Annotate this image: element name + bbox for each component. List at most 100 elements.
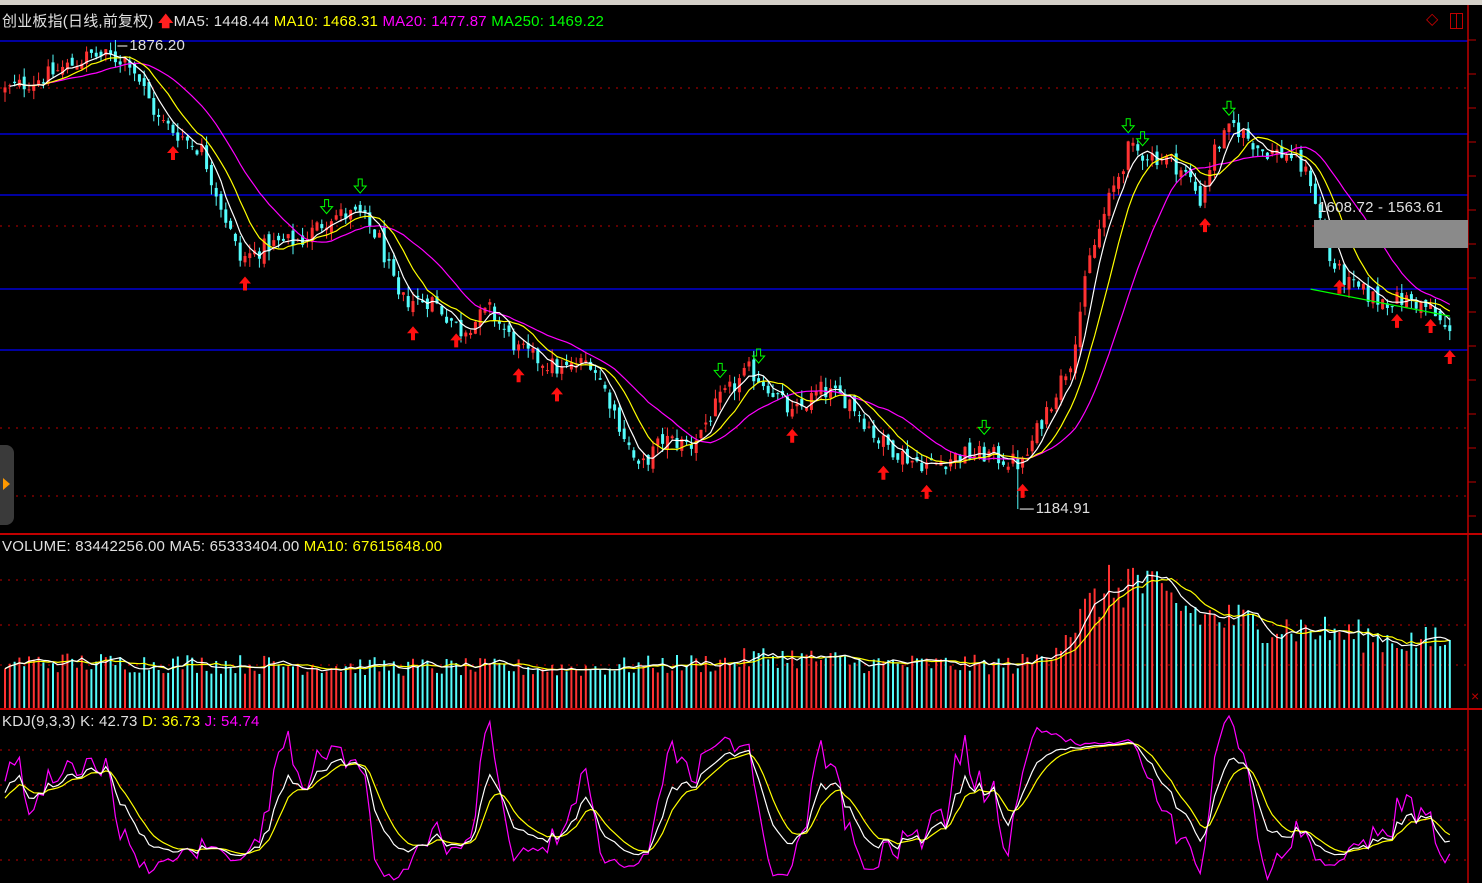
candle-body [747, 361, 751, 367]
candle-body [1285, 155, 1289, 161]
kdj-d-line [4, 742, 1451, 855]
candle-body [886, 434, 890, 445]
candle-body [1126, 141, 1130, 170]
candle-body [209, 164, 213, 186]
candle-body [315, 222, 319, 231]
candle-body [819, 381, 823, 395]
kdj-name: KDJ(9,3,3) [2, 713, 76, 730]
candle-body [1304, 166, 1308, 172]
candle-body [637, 460, 641, 464]
candle-body [51, 62, 55, 75]
candle-body [704, 422, 708, 425]
candle-body [229, 220, 233, 229]
candle-body [1064, 376, 1068, 381]
candle-body [925, 462, 929, 469]
candle-body [238, 242, 242, 261]
candle-body [1189, 169, 1193, 178]
candle-body [670, 436, 674, 439]
candle-body [1165, 155, 1169, 165]
sell-arrow-icon [751, 348, 766, 364]
candle-body [1006, 466, 1010, 470]
candle-body [632, 450, 636, 458]
volume-header: VOLUME: 83442256.00 MA5: 65333404.00 MA1… [2, 538, 442, 555]
candle-body [94, 52, 98, 57]
candle-body [814, 391, 818, 396]
diamond-icon[interactable]: ◇ [1426, 11, 1439, 28]
candle-body [1347, 276, 1351, 290]
candle-body [901, 450, 905, 465]
ma250-line [1310, 288, 1450, 317]
ma20-label: MA20: 1477.87 [382, 13, 487, 30]
candle-body [147, 82, 151, 99]
expand-arrow-icon [3, 478, 10, 490]
candle-body [521, 343, 525, 345]
candle-body [459, 319, 463, 337]
low-price-label: 1184.91 [1035, 500, 1091, 518]
candle-body [771, 392, 775, 397]
candle-body [37, 80, 41, 86]
candle-body [785, 396, 789, 413]
candle-body [1357, 281, 1361, 287]
candle-body [512, 331, 516, 351]
layout-toggle-icon[interactable] [1450, 13, 1463, 29]
candle-body [1438, 311, 1442, 321]
chart-title: 创业板指(日线,前复权) [2, 13, 154, 30]
candle-body [728, 381, 732, 387]
candle-body [70, 57, 74, 66]
candle-body [1054, 397, 1058, 409]
candle-body [1409, 294, 1413, 300]
close-panel-icon[interactable]: × [1471, 688, 1480, 704]
candle-body [867, 426, 871, 428]
candle-body [118, 61, 122, 65]
candle-body [973, 456, 977, 458]
candle-body [617, 407, 621, 432]
candle-body [1001, 461, 1005, 465]
candle-body [1030, 440, 1034, 452]
kdj-k-label: K: 42.73 [80, 713, 138, 730]
candle-body [368, 212, 372, 227]
candle-body [627, 442, 631, 446]
candle-body [565, 361, 569, 366]
candle-body [905, 448, 909, 464]
candle-body [161, 120, 165, 122]
candle-body [541, 365, 545, 368]
candle-body [1352, 279, 1356, 281]
candle-body [579, 358, 583, 364]
main-header: 创业板指(日线,前复权) 🡅MA5: 1448.44 MA10: 1468.31… [2, 10, 604, 36]
candle-body [219, 193, 223, 210]
kdj-header: KDJ(9,3,3) K: 42.73 D: 36.73 J: 54.74 [2, 713, 260, 730]
candle-body [1313, 183, 1317, 204]
candle-body [142, 78, 146, 87]
candle-body [281, 238, 285, 241]
candle-body [166, 120, 170, 124]
candle-body [286, 234, 290, 239]
candle-body [589, 361, 593, 370]
candle-body [1318, 204, 1322, 219]
candle-body [1131, 142, 1135, 146]
candle-body [195, 150, 199, 155]
candle-body [709, 420, 713, 422]
candle-body [397, 277, 401, 295]
candle-body [1385, 303, 1389, 308]
candle-body [1193, 181, 1197, 191]
candle-body [1222, 130, 1226, 149]
ma10-label: MA10: 1468.31 [273, 13, 379, 30]
candle-body [382, 227, 386, 263]
candle-body [61, 66, 65, 75]
candle-body [613, 404, 617, 411]
candle-body [641, 458, 645, 461]
candle-body [920, 462, 924, 472]
ma5-line [9, 52, 1451, 465]
candle-body [992, 447, 996, 453]
candle-body [733, 383, 737, 392]
candle-body [334, 215, 338, 220]
candle-body [27, 89, 31, 91]
candle-body [339, 209, 343, 216]
candle-body [1309, 170, 1313, 187]
up-arrow-icon: 🡅 [157, 13, 174, 30]
sidebar-expand-tab[interactable] [0, 445, 14, 525]
ma10-line [14, 56, 1451, 464]
candle-body [411, 301, 415, 313]
candle-body [373, 229, 377, 238]
